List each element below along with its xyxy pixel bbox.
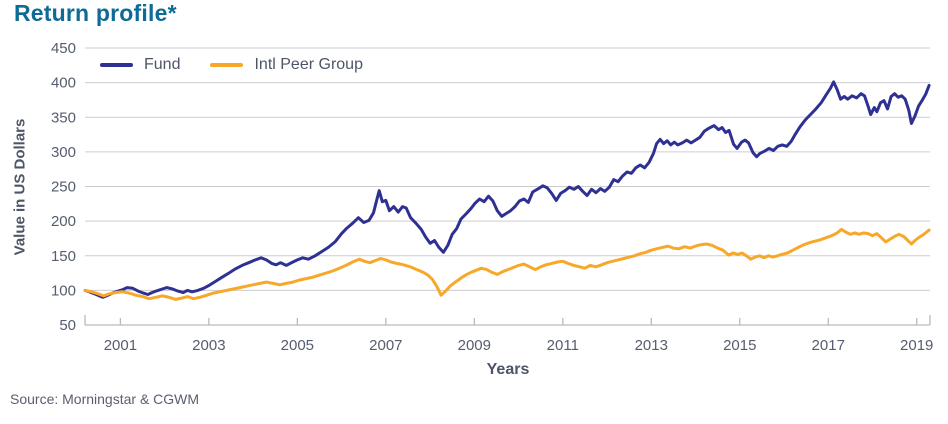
x-tick-label: 2017 (812, 337, 845, 354)
legend-item-fund: Fund (100, 56, 180, 74)
series-line-fund (83, 80, 931, 299)
x-tick-label: 2009 (458, 337, 491, 354)
legend-label-fund: Fund (144, 56, 181, 73)
y-tick-label: 150 (51, 248, 76, 265)
x-tick-label: 2011 (547, 337, 579, 354)
legend-item-peer-group: Intl Peer Group (210, 56, 363, 74)
x-tick-label: 2013 (635, 337, 668, 354)
y-tick-label: 250 (51, 179, 76, 196)
x-axis-title: Years (486, 361, 530, 378)
x-tick-label: 2007 (369, 337, 402, 354)
series-line-intl-peer-group (83, 227, 931, 301)
y-tick-label: 350 (51, 109, 76, 126)
x-tick-label: 2019 (900, 337, 933, 354)
x-tick-label: 2001 (104, 337, 137, 354)
peer-group-line-swatch (210, 63, 244, 67)
x-tick-label: 2015 (723, 337, 756, 354)
y-tick-label: 300 (51, 144, 76, 161)
y-tick-label: 400 (51, 75, 76, 92)
fund-line-swatch (100, 63, 133, 67)
y-tick-label: 450 (51, 40, 76, 57)
y-tick-label: 50 (59, 317, 76, 334)
x-tick-label: 2005 (281, 337, 314, 354)
source-note: Source: Morningstar & CGWM (10, 391, 200, 407)
y-axis-title: Value in US Dollars (11, 118, 29, 256)
chart-legend: Fund Intl Peer Group (100, 56, 363, 74)
page-title: Return profile* (14, 0, 177, 26)
y-tick-label: 200 (51, 213, 76, 230)
legend-label-peer-group: Intl Peer Group (254, 56, 363, 73)
y-tick-label: 100 (51, 282, 76, 299)
x-tick-label: 2003 (192, 337, 225, 354)
